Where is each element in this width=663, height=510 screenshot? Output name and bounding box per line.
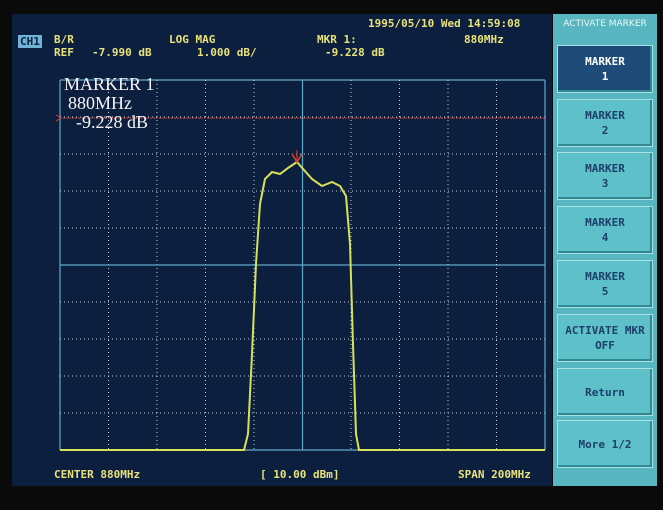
softkey-label: More 1/2 xyxy=(558,437,652,452)
datetime: 1995/05/10 Wed 14:59:08 xyxy=(368,17,520,30)
softkey-label: MARKER xyxy=(558,108,652,123)
measurement: B/R xyxy=(54,33,74,46)
marker-freq: 880MHz xyxy=(464,33,504,46)
marker-value: -9.228 dB xyxy=(325,46,385,59)
softkey-label: MARKER xyxy=(558,54,652,69)
softkey-sub: 3 xyxy=(558,176,652,191)
softkey-label: MARKER xyxy=(558,161,652,176)
instrument-screen: 1995/05/10 Wed 14:59:08 CH1 B/R LOG MAG … xyxy=(0,0,663,510)
softkey-label: MARKER xyxy=(558,269,652,284)
softkey-label: MARKER xyxy=(558,215,652,230)
graticule xyxy=(60,80,545,450)
softkey-sub: 2 xyxy=(558,123,652,138)
marker-label: MKR 1: xyxy=(317,33,357,46)
ref-label: REF xyxy=(54,46,74,59)
softkey-sub: 1 xyxy=(558,69,652,84)
softkey-title: ACTIVATE MARKER xyxy=(553,19,657,29)
softkey-label: ACTIVATE MKR xyxy=(558,323,652,338)
softkey-sub: 5 xyxy=(558,284,652,299)
marker-value-readout: -9.228 dB xyxy=(76,113,148,132)
softkey-sub: OFF xyxy=(558,338,652,353)
ref-value: -7.990 dB xyxy=(92,46,152,59)
span: SPAN 200MHz xyxy=(458,468,531,481)
marker-freq-readout: 880MHz xyxy=(68,94,132,113)
center-freq: CENTER 880MHz xyxy=(54,468,140,481)
softkey-label: Return xyxy=(558,385,652,400)
softkey-sub: 4 xyxy=(558,230,652,245)
source-power: [ 10.00 dBm] xyxy=(260,468,339,481)
softkey[interactable]: Return xyxy=(557,368,653,416)
scale: 1.000 dB/ xyxy=(197,46,257,59)
display: 1995/05/10 Wed 14:59:08 CH1 B/R LOG MAG … xyxy=(12,14,552,486)
softkey[interactable]: More 1/2 xyxy=(557,420,653,468)
marker-title: MARKER 1 xyxy=(64,75,155,94)
channel: CH1 xyxy=(18,35,42,48)
format: LOG MAG xyxy=(169,33,215,46)
